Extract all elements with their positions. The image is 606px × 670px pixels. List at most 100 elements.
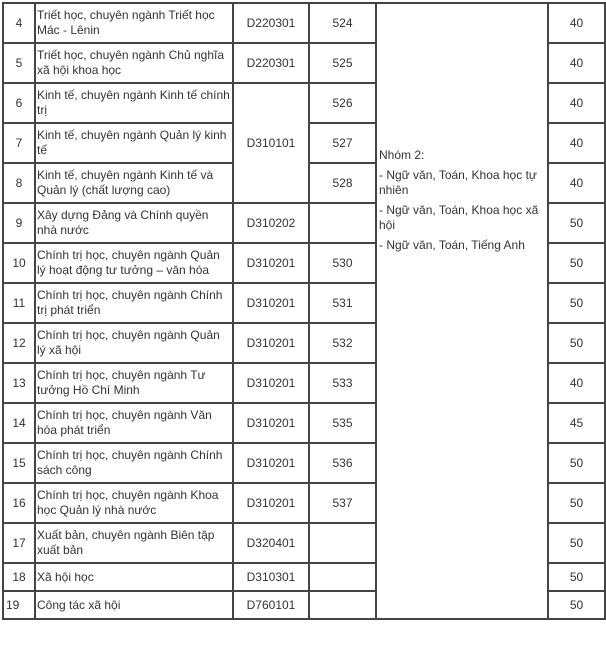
quota: 40 — [547, 82, 606, 124]
quota: 50 — [547, 590, 606, 620]
program-sub-code — [308, 562, 377, 592]
program-sub-code — [308, 590, 377, 620]
program-sub-code: 532 — [308, 322, 377, 364]
program-code: D320401 — [232, 522, 310, 564]
table-row: 18 Xã hội học D310301 50 — [2, 562, 606, 592]
row-number: 5 — [2, 42, 36, 84]
program-sub-code: 525 — [308, 42, 377, 84]
program-name: Chính trị học, chuyên ngành Văn hóa phát… — [34, 402, 234, 444]
quota: 50 — [547, 442, 606, 484]
table-row: 7 Kinh tế, chuyên ngành Quản lý kinh tế 52… — [2, 122, 606, 164]
program-name: Chính trị học, chuyên ngành Tư tưởng Hồ … — [34, 362, 234, 404]
program-sub-code: 530 — [308, 242, 377, 284]
table-row: 6 Kinh tế, chuyên ngành Kinh tế chính trị… — [2, 82, 606, 204]
program-code: D220301 — [232, 42, 310, 84]
quota: 40 — [547, 362, 606, 404]
program-code: D310202 — [232, 202, 310, 244]
quota: 40 — [547, 2, 606, 44]
table-row: 17 Xuất bản, chuyên ngành Biên tập xuất b… — [2, 522, 606, 564]
table-row: 11 Chính trị học, chuyên ngành Chính trị … — [2, 282, 606, 324]
row-number: 12 — [2, 322, 36, 364]
table-row: 10 Chính trị học, chuyên ngành Quản lý ho… — [2, 242, 606, 284]
program-code: D310201 — [232, 482, 310, 524]
row-number: 16 — [2, 482, 36, 524]
program-name: Kinh tế, chuyên ngành Quản lý kinh tế — [34, 122, 234, 164]
table-row: 14 Chính trị học, chuyên ngành Văn hóa ph… — [2, 402, 606, 444]
quota: 40 — [547, 122, 606, 164]
program-name: Xuất bản, chuyên ngành Biên tập xuất bản — [34, 522, 234, 564]
row-number: 8 — [2, 162, 36, 204]
quota: 50 — [547, 282, 606, 324]
quota: 50 — [547, 482, 606, 524]
row-number: 17 — [2, 522, 36, 564]
program-sub-code: 527 — [308, 122, 377, 164]
program-code: D310201 — [232, 242, 310, 284]
table-row: 9 Xây dựng Đảng và Chính quyền nhà nước D3… — [2, 202, 606, 244]
row-number: 9 — [2, 202, 36, 244]
program-sub-code: 536 — [308, 442, 377, 484]
program-code: D310201 — [232, 442, 310, 484]
program-sub-code: 537 — [308, 482, 377, 524]
program-name: Kinh tế, chuyên ngành Kinh tế chính trị — [34, 82, 234, 124]
program-code: D310101 — [232, 82, 310, 204]
program-code: D310201 — [232, 282, 310, 324]
group-item: - Ngữ văn, Toán, Tiếng Anh — [379, 238, 525, 252]
group-title: Nhóm 2: — [379, 148, 425, 162]
quota: 50 — [547, 322, 606, 364]
admissions-table: 4 Triết học, chuyên ngành Triết học Mác -… — [2, 2, 606, 620]
program-sub-code — [308, 522, 377, 564]
program-code: D760101 — [232, 590, 310, 620]
program-name: Chính trị học, chuyên ngành Quản lý hoạt… — [34, 242, 234, 284]
program-name: Triết học, chuyên ngành Chủ nghĩa xã hội… — [34, 42, 234, 84]
program-sub-code: 533 — [308, 362, 377, 404]
program-sub-code: 535 — [308, 402, 377, 444]
table-row: 13 Chính trị học, chuyên ngành Tư tưởng H… — [2, 362, 606, 404]
row-number: 15 — [2, 442, 36, 484]
row-number: 4 — [2, 2, 36, 44]
program-sub-code: 524 — [308, 2, 377, 44]
program-code: D310201 — [232, 402, 310, 444]
table-row: 19 Công tác xã hội D760101 50 — [2, 590, 606, 620]
program-sub-code — [308, 202, 377, 244]
group-item: - Ngữ văn, Toán, Khoa học tự nhiên — [379, 168, 537, 197]
program-name: Chính trị học, chuyên ngành Khoa học Quả… — [34, 482, 234, 524]
quota: 45 — [547, 402, 606, 444]
row-number: 11 — [2, 282, 36, 324]
row-number: 19 — [2, 590, 36, 620]
program-code: D310201 — [232, 362, 310, 404]
program-name: Triết học, chuyên ngành Triết học Mác - … — [34, 2, 234, 44]
table-row: 12 Chính trị học, chuyên ngành Quản lý xã… — [2, 322, 606, 364]
row-number: 14 — [2, 402, 36, 444]
table-row: 16 Chính trị học, chuyên ngành Khoa học Q… — [2, 482, 606, 524]
program-name: Công tác xã hội — [34, 590, 234, 620]
program-code: D220301 — [232, 2, 310, 44]
program-sub-code: 528 — [308, 162, 377, 204]
row-number: 10 — [2, 242, 36, 284]
subject-group-cell: Nhóm 2: - Ngữ văn, Toán, Khoa học tự nhiê… — [375, 2, 549, 620]
program-name: Chính trị học, chuyên ngành Quản lý xã h… — [34, 322, 234, 364]
quota: 50 — [547, 562, 606, 592]
row-number: 13 — [2, 362, 36, 404]
program-code: D310301 — [232, 562, 310, 592]
program-name: Xây dựng Đảng và Chính quyền nhà nước — [34, 202, 234, 244]
program-name: Kinh tế, chuyên ngành Kinh tế và Quản lý… — [34, 162, 234, 204]
program-sub-code: 531 — [308, 282, 377, 324]
row-number: 6 — [2, 82, 36, 124]
quota: 50 — [547, 242, 606, 284]
program-sub-code: 526 — [308, 82, 377, 124]
row-number: 7 — [2, 122, 36, 164]
quota: 40 — [547, 162, 606, 204]
quota: 40 — [547, 42, 606, 84]
program-name: Chính trị học, chuyên ngành Chính trị ph… — [34, 282, 234, 324]
program-code: D310201 — [232, 322, 310, 364]
table-row: 4 Triết học, chuyên ngành Triết học Mác -… — [2, 2, 606, 620]
table-row: 15 Chính trị học, chuyên ngành Chính sách… — [2, 442, 606, 484]
group-item: - Ngữ văn, Toán, Khoa học xã hội — [379, 203, 539, 232]
quota: 50 — [547, 522, 606, 564]
row-number: 18 — [2, 562, 36, 592]
program-name: Xã hội học — [34, 562, 234, 592]
program-name: Chính trị học, chuyên ngành Chính sách c… — [34, 442, 234, 484]
quota: 50 — [547, 202, 606, 244]
table-row: 5 Triết học, chuyên ngành Chủ nghĩa xã hộ… — [2, 42, 606, 84]
table-row: 8 Kinh tế, chuyên ngành Kinh tế và Quản l… — [2, 162, 606, 204]
